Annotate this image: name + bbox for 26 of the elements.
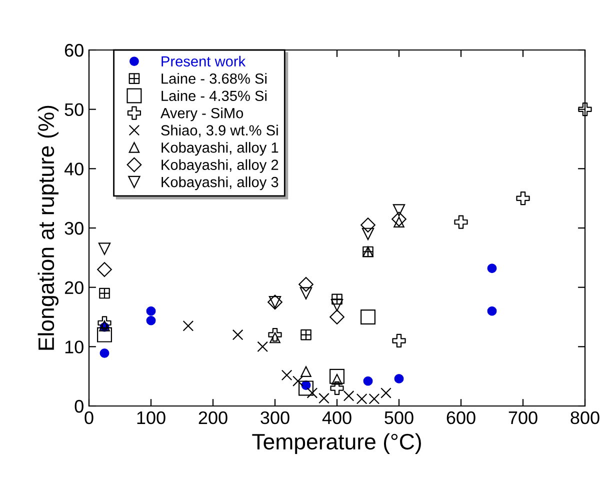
y-tick-label: 50 <box>64 103 84 116</box>
x-tick-label: 300 <box>260 411 290 424</box>
y-tick-label: 20 <box>64 281 84 294</box>
x-tick-label: 400 <box>322 411 352 424</box>
x-tick-label: 700 <box>508 411 538 424</box>
legend-label: Kobayashi, alloy 3 <box>162 176 278 190</box>
legend-label: Kobayashi, alloy 2 <box>162 159 278 173</box>
legend-label: Kobayashi, alloy 1 <box>162 142 278 156</box>
x-tick-label: 800 <box>570 411 600 424</box>
y-tick-label: 0 <box>74 400 84 413</box>
y-tick-label: 40 <box>64 162 84 176</box>
y-axis-title: Elongation at rupture (%) <box>38 106 58 350</box>
x-axis-title: Temperature (°C) <box>252 433 421 454</box>
y-tick-label: 10 <box>65 340 84 354</box>
x-tick-label: 0 <box>84 411 94 424</box>
x-tick-label: 100 <box>137 411 166 424</box>
legend-label: Avery - SiMo <box>160 108 244 122</box>
legend-label: Laine - 4.35% Si <box>162 90 266 102</box>
x-tick-label: 500 <box>384 411 414 424</box>
y-tick-label: 30 <box>64 222 84 235</box>
legend-label: Shiao, 3.9 wt.% Si <box>161 124 278 138</box>
x-tick-label: 600 <box>446 411 476 424</box>
x-tick-label: 200 <box>198 411 228 424</box>
legend-label: Laine - 3.68% Si <box>162 73 266 84</box>
legend-label: Present work <box>162 56 246 67</box>
y-tick-label: 60 <box>64 44 84 57</box>
